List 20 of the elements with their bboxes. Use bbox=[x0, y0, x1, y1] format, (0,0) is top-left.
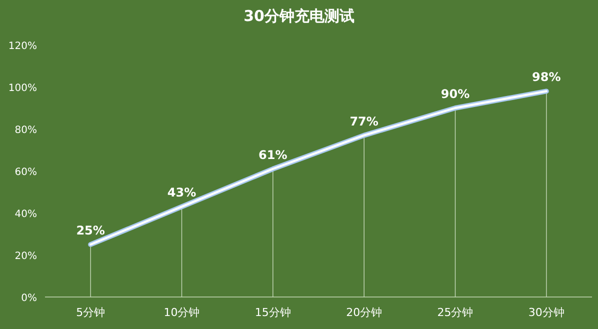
x-tick-label: 5分钟 bbox=[76, 306, 106, 319]
data-label: 77% bbox=[350, 114, 378, 128]
y-tick-label: 120% bbox=[8, 41, 37, 52]
x-tick-label: 15分钟 bbox=[254, 306, 291, 319]
x-tick-label: 25分钟 bbox=[437, 306, 474, 319]
y-tick-label: 60% bbox=[14, 167, 37, 178]
chart-title: 30分钟充电测试 bbox=[244, 7, 354, 25]
x-tick-label: 20分钟 bbox=[346, 306, 382, 319]
y-tick-label: 80% bbox=[14, 125, 37, 136]
data-label: 43% bbox=[167, 186, 196, 200]
y-tick-label: 0% bbox=[21, 293, 37, 304]
x-tick-label: 30分钟 bbox=[528, 306, 564, 319]
data-label: 61% bbox=[258, 148, 288, 162]
data-label: 90% bbox=[440, 87, 470, 101]
x-tick-label: 10分钟 bbox=[164, 306, 200, 319]
y-tick-label: 100% bbox=[8, 83, 37, 94]
y-tick-label: 40% bbox=[14, 209, 37, 220]
data-label: 98% bbox=[532, 70, 561, 84]
y-tick-label: 20% bbox=[14, 251, 37, 262]
data-label: 25% bbox=[76, 224, 105, 238]
